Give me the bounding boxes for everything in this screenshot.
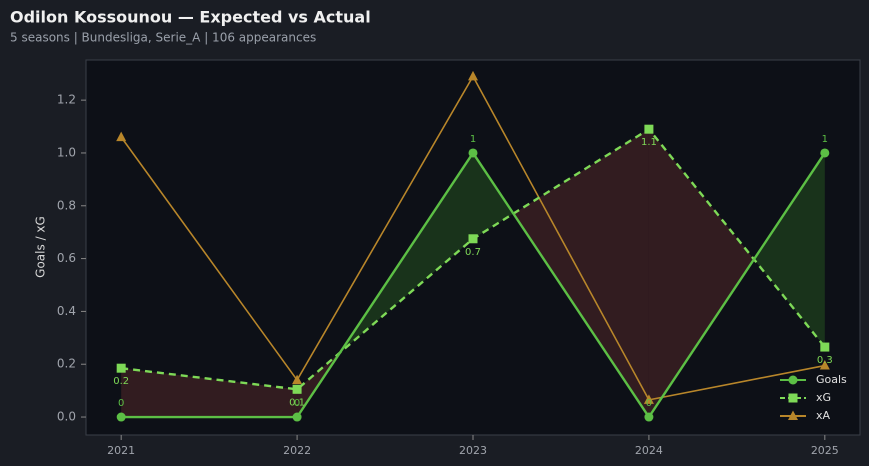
x-tick-label: 2025 <box>811 444 839 457</box>
y-tick-label: 1.0 <box>57 145 76 159</box>
data-label: 0.2 <box>113 376 129 387</box>
legend-marker <box>788 410 798 420</box>
marker <box>116 131 127 142</box>
legend-label: xG <box>816 391 831 404</box>
data-label: 0.7 <box>465 247 481 258</box>
marker <box>820 342 830 352</box>
legend-label: Goals <box>816 373 847 386</box>
gap-fill <box>753 152 825 348</box>
marker <box>292 384 302 394</box>
x-tick-label: 2024 <box>635 444 663 457</box>
data-label: 1.1 <box>641 137 657 148</box>
marker <box>468 70 478 81</box>
gap-fill <box>648 129 754 418</box>
legend-marker <box>788 375 798 385</box>
y-tick-label: 0.8 <box>57 198 76 212</box>
marker <box>819 360 830 370</box>
data-label: 0 <box>118 398 124 409</box>
data-label: 1 <box>470 134 476 145</box>
marker <box>116 363 126 373</box>
y-tick-label: 0.2 <box>57 357 76 371</box>
y-tick-label: 0.6 <box>57 251 76 265</box>
marker <box>468 148 478 158</box>
marker <box>820 148 830 158</box>
marker <box>468 234 478 244</box>
data-label: 1 <box>822 134 828 145</box>
legend-label: xA <box>816 409 831 422</box>
data-label: 0.3 <box>817 355 833 366</box>
chart-subtitle: 5 seasons | Bundesliga, Serie_A | 106 ap… <box>10 31 316 45</box>
data-label: 0 <box>646 398 652 409</box>
data-label: 0.1 <box>289 397 305 408</box>
marker <box>292 412 302 422</box>
x-tick-label: 2021 <box>107 444 135 457</box>
y-axis-label: Goals / xG <box>34 216 48 278</box>
marker <box>644 412 654 422</box>
marker <box>292 374 303 385</box>
x-tick-label: 2023 <box>459 444 487 457</box>
gap-fill <box>513 129 649 418</box>
marker <box>116 412 126 422</box>
gap-fill <box>473 152 514 239</box>
gap-fill <box>121 368 298 418</box>
marker <box>644 124 654 134</box>
y-tick-label: 0.0 <box>57 410 76 424</box>
y-tick-label: 1.2 <box>57 93 76 107</box>
y-tick-label: 0.4 <box>57 304 76 318</box>
data-label: 0 <box>294 398 300 409</box>
marker <box>643 394 654 404</box>
legend-marker <box>788 393 798 403</box>
chart-title: Odilon Kossounou — Expected vs Actual <box>10 8 371 27</box>
x-tick-label: 2022 <box>283 444 311 457</box>
